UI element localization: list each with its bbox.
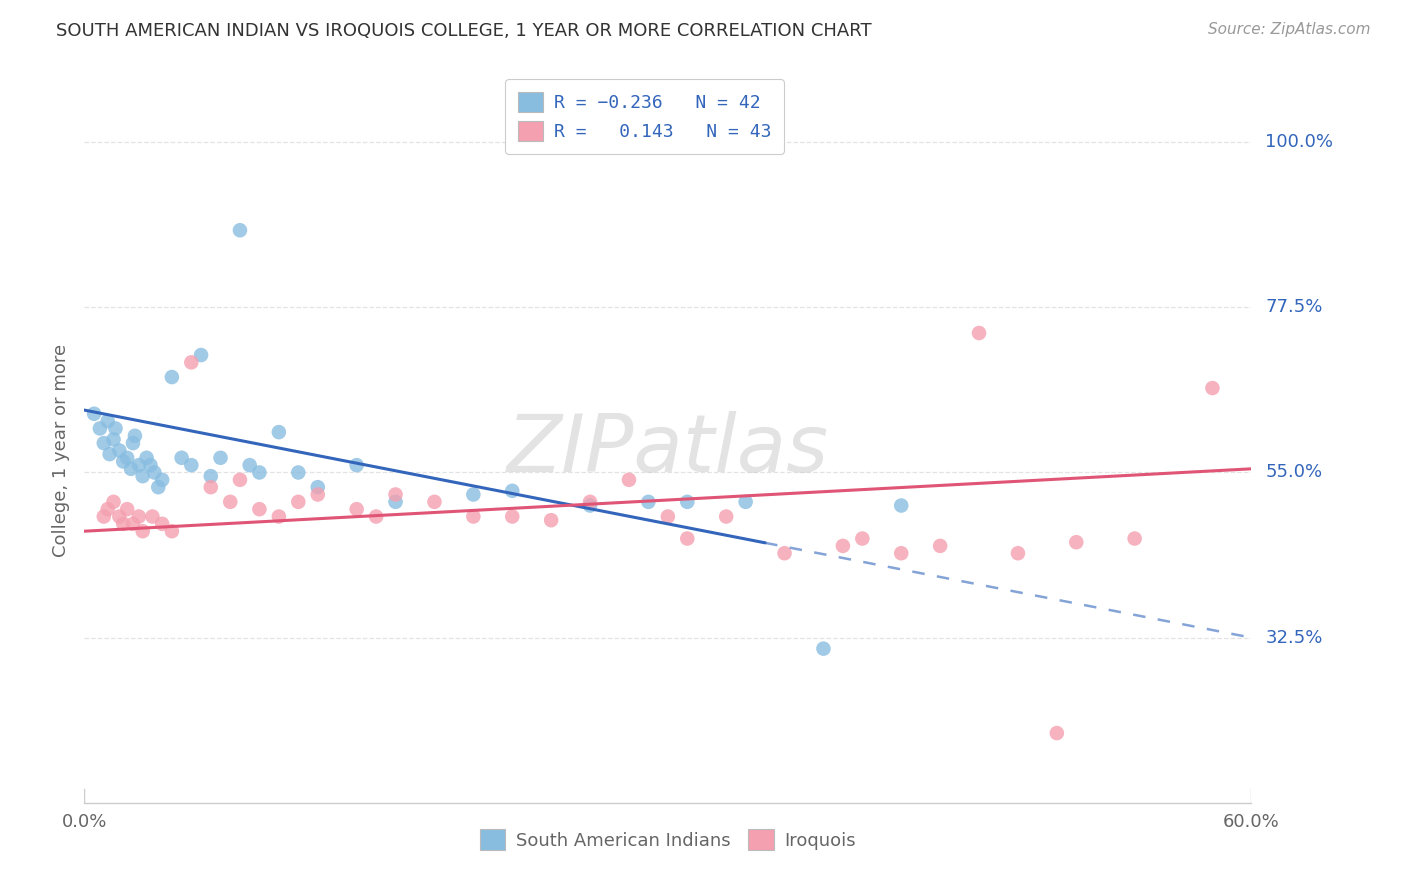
Legend: South American Indians, Iroquois: South American Indians, Iroquois bbox=[472, 822, 863, 857]
Point bbox=[112, 454, 135, 468]
Point bbox=[832, 539, 855, 553]
Point bbox=[143, 466, 166, 480]
Point bbox=[97, 414, 120, 428]
Point bbox=[287, 495, 309, 509]
Point bbox=[249, 502, 271, 516]
Point bbox=[112, 516, 135, 531]
Text: ZIPatlas: ZIPatlas bbox=[506, 411, 830, 490]
Point bbox=[1007, 546, 1029, 560]
Point bbox=[967, 326, 990, 340]
Point bbox=[89, 421, 111, 435]
Point bbox=[1046, 726, 1069, 740]
Point bbox=[115, 502, 138, 516]
Point bbox=[813, 641, 835, 656]
Point bbox=[103, 433, 125, 447]
Point bbox=[890, 499, 912, 513]
Point bbox=[200, 480, 222, 494]
Point bbox=[501, 483, 523, 498]
Point bbox=[229, 223, 252, 237]
Point bbox=[890, 546, 912, 560]
Point bbox=[249, 466, 271, 480]
Point bbox=[617, 473, 640, 487]
Point bbox=[141, 509, 163, 524]
Point bbox=[267, 509, 290, 524]
Point bbox=[160, 370, 183, 384]
Point bbox=[463, 509, 485, 524]
Text: 55.0%: 55.0% bbox=[1265, 464, 1323, 482]
Point bbox=[851, 532, 873, 546]
Point bbox=[209, 450, 232, 465]
Point bbox=[150, 473, 173, 487]
Point bbox=[734, 495, 756, 509]
Point bbox=[716, 509, 738, 524]
Point bbox=[93, 509, 115, 524]
Point bbox=[83, 407, 105, 421]
Point bbox=[579, 495, 602, 509]
Point bbox=[676, 532, 699, 546]
Text: 32.5%: 32.5% bbox=[1265, 629, 1323, 647]
Point bbox=[676, 495, 699, 509]
Point bbox=[120, 462, 142, 476]
Point bbox=[108, 509, 131, 524]
Point bbox=[384, 487, 406, 501]
Point bbox=[122, 516, 145, 531]
Point bbox=[115, 450, 138, 465]
Point bbox=[463, 487, 485, 501]
Point bbox=[122, 436, 145, 450]
Text: Source: ZipAtlas.com: Source: ZipAtlas.com bbox=[1208, 22, 1371, 37]
Point bbox=[93, 436, 115, 450]
Point bbox=[180, 458, 202, 472]
Point bbox=[229, 473, 252, 487]
Point bbox=[150, 516, 173, 531]
Point bbox=[929, 539, 952, 553]
Point bbox=[579, 499, 602, 513]
Y-axis label: College, 1 year or more: College, 1 year or more bbox=[52, 344, 70, 557]
Point bbox=[637, 495, 659, 509]
Point bbox=[1066, 535, 1088, 549]
Point bbox=[132, 469, 155, 483]
Point bbox=[108, 443, 131, 458]
Point bbox=[170, 450, 193, 465]
Point bbox=[423, 495, 446, 509]
Point bbox=[384, 495, 406, 509]
Point bbox=[128, 458, 150, 472]
Point bbox=[139, 458, 162, 472]
Point bbox=[135, 450, 157, 465]
Point bbox=[190, 348, 212, 362]
Point bbox=[103, 495, 125, 509]
Point bbox=[267, 425, 290, 439]
Point bbox=[219, 495, 242, 509]
Text: 100.0%: 100.0% bbox=[1265, 133, 1333, 151]
Text: SOUTH AMERICAN INDIAN VS IROQUOIS COLLEGE, 1 YEAR OR MORE CORRELATION CHART: SOUTH AMERICAN INDIAN VS IROQUOIS COLLEG… bbox=[56, 22, 872, 40]
Point bbox=[148, 480, 170, 494]
Point bbox=[1123, 532, 1146, 546]
Point bbox=[346, 458, 368, 472]
Point bbox=[124, 429, 146, 443]
Point bbox=[773, 546, 796, 560]
Point bbox=[287, 466, 309, 480]
Point bbox=[180, 355, 202, 369]
Point bbox=[104, 421, 127, 435]
Point bbox=[160, 524, 183, 539]
Point bbox=[200, 469, 222, 483]
Point bbox=[1201, 381, 1223, 395]
Point bbox=[128, 509, 150, 524]
Point bbox=[97, 502, 120, 516]
Point bbox=[307, 480, 329, 494]
Point bbox=[657, 509, 679, 524]
Point bbox=[346, 502, 368, 516]
Point bbox=[132, 524, 155, 539]
Point bbox=[366, 509, 388, 524]
Point bbox=[239, 458, 262, 472]
Point bbox=[307, 487, 329, 501]
Point bbox=[540, 513, 562, 527]
Text: 77.5%: 77.5% bbox=[1265, 298, 1323, 317]
Point bbox=[98, 447, 121, 461]
Point bbox=[501, 509, 523, 524]
